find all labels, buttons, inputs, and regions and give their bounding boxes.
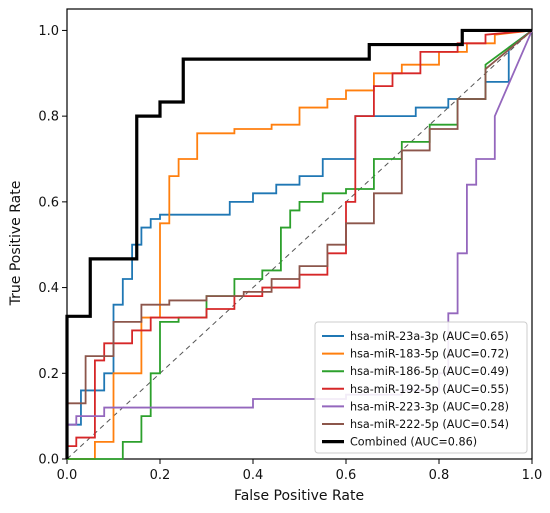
x-tick-label: 0.8 (429, 468, 450, 483)
legend-label: hsa-miR-223-3p (AUC=0.28) (350, 400, 509, 413)
plot-frame (66, 8, 533, 460)
series-line-6 (66, 29, 533, 459)
diagonal-reference-line (66, 30, 533, 460)
y-axis-label: True Positive Rate (8, 181, 24, 307)
x-tick-label: 0.0 (57, 468, 78, 483)
series-line-3 (67, 29, 533, 460)
series-line-2 (67, 29, 533, 460)
series-layer (65, 28, 533, 460)
series-line-7 (65, 28, 532, 459)
legend-label: hsa-miR-186-5p (AUC=0.49) (350, 365, 509, 378)
y-tick-label: 0.0 (38, 453, 59, 468)
y-tick-label: 1.0 (38, 24, 59, 39)
legend-box (314, 321, 528, 454)
legend-label: hsa-miR-192-5p (AUC=0.55) (350, 383, 509, 396)
x-axis-label: False Positive Rate (234, 488, 364, 504)
axes-layer: 0.0 0.2 0.4 0.6 0.8 1.0 0.0 0.2 0.4 0.6 0.8 1.0 (38, 8, 543, 483)
y-tick-label: 0.2 (38, 367, 59, 382)
y-tick-label: 0.6 (38, 195, 59, 210)
x-tick-label: 0.2 (150, 468, 171, 483)
legend: hsa-miR-23a-3p (AUC=0.65) hsa-miR-183-5p … (314, 321, 528, 454)
legend-label: hsa-miR-222-5p (AUC=0.54) (350, 418, 509, 431)
y-tick-label: 0.8 (38, 110, 59, 125)
y-tick-label: 0.4 (38, 281, 59, 296)
legend-label: Combined (AUC=0.86) (350, 436, 477, 449)
x-tick-label: 0.4 (243, 468, 264, 483)
series-line-1 (66, 29, 533, 459)
x-tick-label: 0.6 (336, 468, 357, 483)
legend-label: hsa-miR-23a-3p (AUC=0.65) (350, 330, 509, 343)
x-tick-label: 1.0 (522, 468, 543, 483)
series-line-4 (66, 29, 533, 459)
legend-label: hsa-miR-183-5p (AUC=0.72) (350, 348, 509, 361)
